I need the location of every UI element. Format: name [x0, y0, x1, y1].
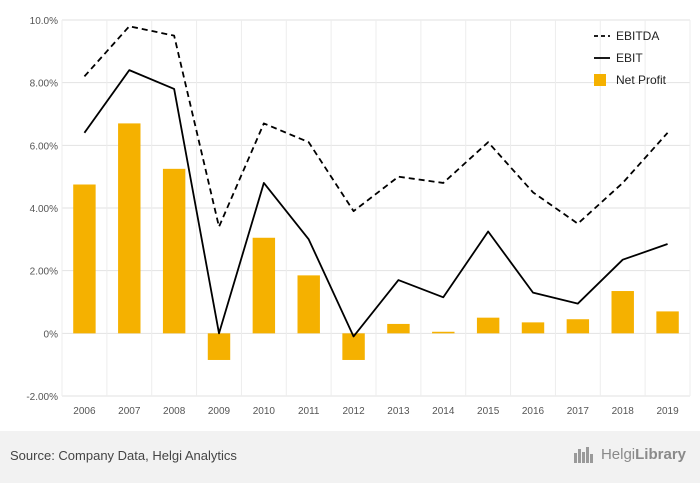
bar-net-profit	[207, 333, 231, 360]
x-tick-label: 2006	[73, 406, 96, 417]
logo-text-light: Helgi	[600, 446, 636, 463]
x-axis: 2006 2007 2008 2009 2010 2011 2012 2013 2014 2015…	[73, 406, 679, 417]
x-tick-label: 2008	[163, 406, 186, 417]
bar-net-profit	[342, 333, 365, 360]
gridlines	[61, 19, 691, 397]
x-tick-label: 2009	[208, 406, 231, 417]
bar-net-profit	[521, 322, 545, 334]
x-tick-label: 2012	[342, 406, 365, 417]
legend: EBITDA EBIT Net Profit	[594, 29, 667, 87]
legend-label: Net Profit	[616, 73, 667, 87]
y-tick-label: 6.00%	[30, 141, 58, 152]
y-axis: -2.00% 0% 2.00% 4.00% 6.00% 8.00% 10.0%	[26, 16, 58, 403]
y-tick-label: -2.00%	[26, 392, 58, 403]
bar-series	[73, 123, 679, 360]
y-tick-label: 8.00%	[30, 79, 58, 90]
bar-net-profit	[252, 237, 276, 334]
bar-net-profit	[656, 311, 679, 334]
x-tick-label: 2010	[253, 406, 276, 417]
bar-net-profit	[387, 323, 410, 334]
chart: -2.00%0%2.00%4.00%6.00%8.00%10.0% 2006 20…	[26, 16, 691, 417]
source-note: Source: Company Data, Helgi Analytics	[10, 448, 237, 463]
line-ebitda	[83, 25, 669, 228]
x-tick-label: 2007	[118, 406, 141, 417]
legend-label: EBITDA	[616, 29, 659, 43]
x-tick-label: 2015	[477, 406, 500, 417]
bar-net-profit	[162, 168, 186, 334]
line-ebit	[83, 69, 668, 338]
y-tick-label: 4.00%	[30, 204, 58, 215]
x-tick-label: 2018	[612, 406, 635, 417]
legend-swatch-net-profit	[594, 74, 606, 86]
bar-net-profit	[432, 331, 455, 334]
y-tick-label: 0%	[44, 329, 59, 340]
bar-net-profit	[73, 184, 96, 334]
logo-text-bold: Library	[635, 446, 686, 463]
x-tick-label: 2019	[656, 406, 679, 417]
bar-net-profit	[297, 275, 320, 334]
bar-net-profit	[611, 291, 634, 334]
logo-text: HelgiLibrary	[601, 446, 686, 463]
y-tick-label: 2.00%	[30, 267, 58, 278]
bar-net-profit	[476, 317, 500, 334]
bar-net-profit	[118, 123, 141, 334]
x-tick-label: 2011	[298, 406, 320, 417]
x-tick-label: 2017	[567, 406, 590, 417]
legend-label: EBIT	[616, 51, 643, 65]
bar-net-profit	[566, 319, 590, 334]
helgi-library-logo[interactable]: HelgiLibrary	[573, 446, 686, 463]
x-tick-label: 2016	[522, 406, 545, 417]
logo-icon	[573, 446, 593, 463]
x-tick-label: 2014	[432, 406, 455, 417]
y-tick-label: 10.0%	[30, 16, 58, 27]
line-series	[83, 25, 669, 338]
x-tick-label: 2013	[387, 406, 410, 417]
